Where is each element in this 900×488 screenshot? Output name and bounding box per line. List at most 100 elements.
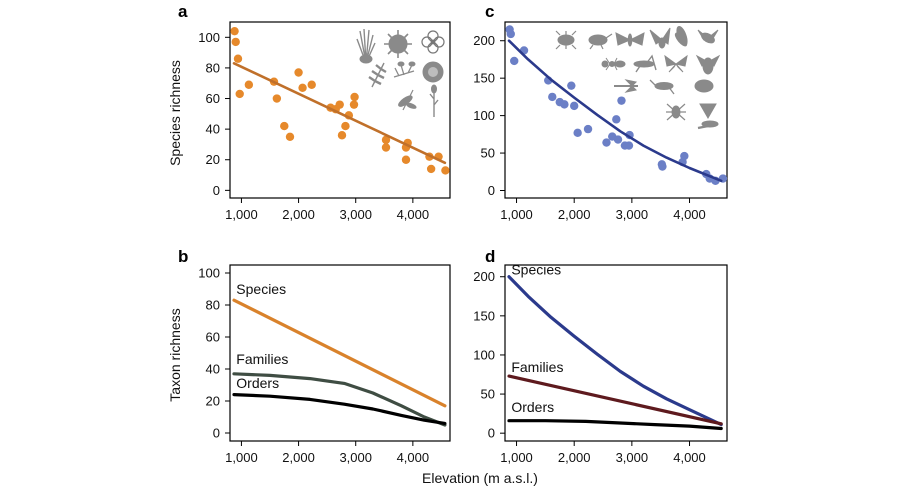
- data-point: [624, 141, 634, 150]
- series-line-species: [232, 298, 447, 408]
- data-point: [560, 100, 569, 109]
- series-label-orders: Orders: [236, 375, 279, 391]
- x-axis-title: Elevation (m a.s.l.): [422, 470, 538, 486]
- y-tick-label: 100: [198, 266, 220, 281]
- data-point: [569, 101, 579, 111]
- y-tick-label: 200: [473, 33, 495, 48]
- data-point: [230, 26, 239, 36]
- flower-outline-icon: [421, 30, 445, 54]
- x-tick-label: 2,000: [558, 207, 591, 222]
- x-tick-label: 1,000: [225, 207, 258, 222]
- y-tick-label: 40: [206, 122, 220, 137]
- series-line-species: [507, 275, 723, 427]
- panel-c: 0 50 100 150 200 1,000 2,000 3,000 4,000: [473, 21, 728, 222]
- y-axis-title-top: Species richness: [167, 60, 183, 166]
- data-point: [350, 92, 359, 102]
- series-label-species: Species: [511, 261, 561, 277]
- butterfly-icon: [664, 54, 688, 73]
- data-point: [280, 121, 289, 131]
- data-point: [658, 162, 667, 171]
- wasp-icon: [697, 29, 719, 44]
- tall-stalk-icon: [429, 84, 439, 117]
- stink-bug-icon: [699, 103, 717, 120]
- series-label-species: Species: [236, 281, 286, 297]
- panel-label-a: a: [178, 2, 188, 21]
- data-point: [244, 80, 254, 89]
- data-point: [381, 143, 391, 152]
- y-tick-label: 40: [206, 362, 220, 377]
- panel-b: 0 20 40 60 80 100 1,000 2,000 3,000 4,000 Species F…: [198, 264, 451, 465]
- fit-line: [232, 62, 447, 165]
- x-tick-label: 3,000: [339, 207, 372, 222]
- series-line-families: [232, 372, 447, 427]
- x-tick-label: 4,000: [397, 450, 430, 465]
- y-tick-label: 100: [198, 30, 220, 45]
- y-tick-label: 60: [206, 330, 220, 345]
- panel-d: 0 50 100 150 200 1,000 2,000 3,000 4,000 Species F…: [473, 261, 728, 465]
- y-tick-label: 100: [473, 108, 495, 123]
- plant-silhouettes-icon: [356, 28, 445, 117]
- data-point: [573, 128, 582, 138]
- beetle-icon: [555, 30, 577, 50]
- x-tick-label: 4,000: [397, 207, 430, 222]
- x-tick-label: 2,000: [282, 450, 315, 465]
- insect-silhouettes-icon: [555, 26, 721, 130]
- y-tick-label: 150: [473, 308, 495, 323]
- data-point: [231, 37, 240, 47]
- y-tick-label: 0: [213, 183, 220, 198]
- sprig-icon: [393, 61, 416, 78]
- x-tick-label: 3,000: [339, 450, 372, 465]
- data-point: [401, 155, 411, 164]
- data-point: [307, 80, 316, 89]
- data-point: [285, 132, 295, 141]
- x-tick-label: 2,000: [558, 450, 591, 465]
- thistle-flower-icon: [384, 30, 412, 58]
- data-point: [602, 138, 611, 147]
- x-tick-label: 3,000: [616, 450, 649, 465]
- y-axis-title-bottom: Taxon richness: [167, 308, 183, 401]
- series-label-orders: Orders: [511, 399, 554, 415]
- panel-label-d: d: [485, 247, 495, 266]
- data-point: [613, 135, 623, 144]
- moth-icon: [615, 32, 645, 47]
- data-point: [235, 89, 244, 99]
- grass-tuft-icon: [356, 28, 376, 64]
- series-line-families: [507, 374, 723, 426]
- series-line-orders: [232, 393, 447, 425]
- grasshopper-icon: [633, 54, 657, 73]
- y-tick-label: 20: [206, 394, 220, 409]
- data-point: [294, 68, 303, 77]
- x-tick-label: 4,000: [673, 450, 706, 465]
- y-tick-label: 20: [206, 152, 220, 167]
- data-point: [426, 164, 436, 174]
- panel-label-b: b: [178, 247, 188, 266]
- y-tick-label: 50: [481, 146, 495, 161]
- weevil-icon: [588, 33, 613, 50]
- plot-frame: [229, 264, 451, 442]
- data-point: [381, 135, 391, 145]
- data-point: [341, 121, 350, 131]
- spider-icon: [666, 103, 686, 121]
- data-point: [506, 29, 515, 39]
- composite-flower-icon: [422, 61, 444, 83]
- cricket-icon: [649, 79, 675, 95]
- bee-icon: [695, 54, 721, 75]
- data-point: [441, 166, 450, 175]
- series-line-orders: [507, 419, 723, 431]
- mantis-icon: [697, 120, 719, 130]
- data-point: [349, 100, 359, 109]
- y-tick-label: 150: [473, 71, 495, 86]
- x-tick-label: 1,000: [500, 207, 533, 222]
- y-tick-label: 0: [488, 183, 495, 198]
- y-tick-label: 100: [473, 347, 495, 362]
- series-label-families: Families: [236, 351, 288, 367]
- y-tick-label: 0: [213, 426, 220, 441]
- data-point: [612, 115, 621, 124]
- x-tick-label: 1,000: [225, 450, 258, 465]
- x-tick-label: 2,000: [282, 207, 315, 222]
- cicada-icon: [674, 26, 688, 47]
- x-tick-label: 3,000: [616, 207, 649, 222]
- data-point: [298, 83, 307, 93]
- bug-icon: [694, 79, 714, 93]
